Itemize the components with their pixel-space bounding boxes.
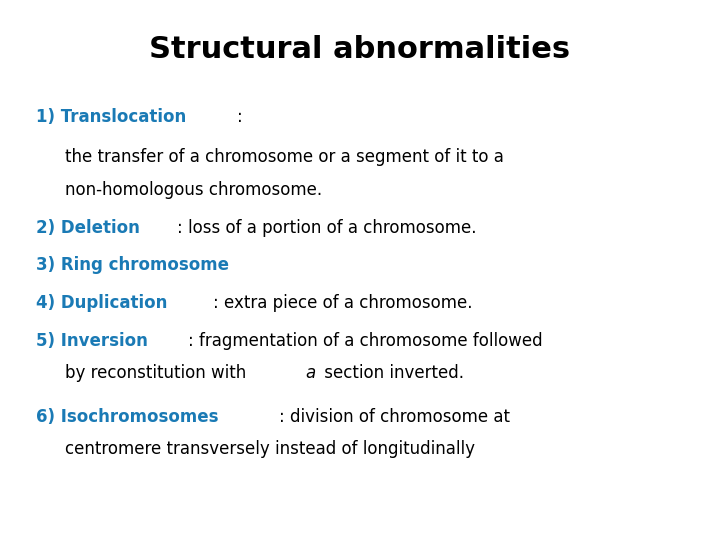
- Text: section inverted.: section inverted.: [319, 364, 464, 382]
- Text: 4) Duplication: 4) Duplication: [36, 294, 173, 312]
- Text: 3) Ring chromosome: 3) Ring chromosome: [36, 256, 229, 274]
- Text: a: a: [305, 364, 315, 382]
- Text: : extra piece of a chromosome.: : extra piece of a chromosome.: [213, 294, 472, 312]
- Text: centromere transversely instead of longitudinally: centromere transversely instead of longi…: [65, 440, 474, 458]
- Text: : division of chromosome at: : division of chromosome at: [279, 408, 510, 426]
- Text: non-homologous chromosome.: non-homologous chromosome.: [65, 181, 322, 199]
- Text: 2) Deletion: 2) Deletion: [36, 219, 145, 237]
- Text: : fragmentation of a chromosome followed: : fragmentation of a chromosome followed: [188, 332, 542, 350]
- Text: : loss of a portion of a chromosome.: : loss of a portion of a chromosome.: [177, 219, 477, 237]
- Text: 1) Translocation: 1) Translocation: [36, 108, 192, 126]
- Text: 6) Isochromosomes: 6) Isochromosomes: [36, 408, 224, 426]
- Text: the transfer of a chromosome or a segment of it to a: the transfer of a chromosome or a segmen…: [65, 148, 504, 166]
- Text: 5) Inversion: 5) Inversion: [36, 332, 153, 350]
- Text: Structural abnormalities: Structural abnormalities: [150, 35, 570, 64]
- Text: by reconstitution with: by reconstitution with: [65, 364, 251, 382]
- Text: :: :: [238, 108, 248, 126]
